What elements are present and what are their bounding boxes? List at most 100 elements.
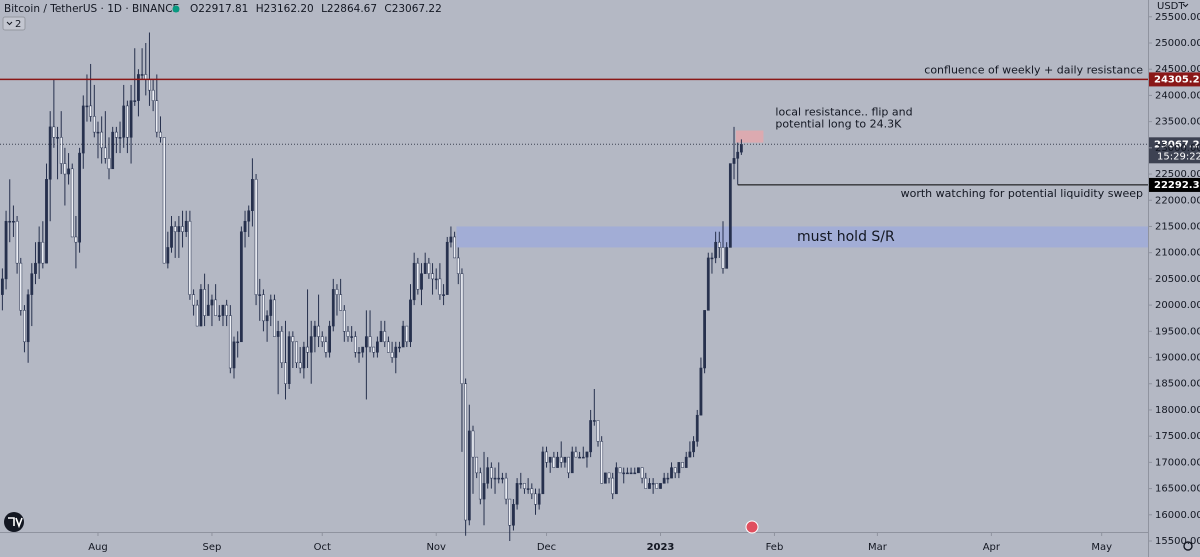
candle-body: [589, 420, 593, 453]
candle-body: [445, 241, 449, 295]
candle-body: [364, 336, 368, 348]
candle-body: [438, 278, 442, 295]
candle-body: [541, 451, 545, 495]
candle-body: [203, 289, 206, 316]
candle-body: [530, 488, 534, 495]
candle-body: [688, 451, 692, 458]
candle-body: [85, 105, 89, 108]
price-label: 24305.25: [1154, 74, 1200, 85]
candle-body: [739, 144, 743, 153]
candle-body: [504, 477, 508, 500]
candle-body: [63, 163, 67, 175]
zone-label: must hold S/R: [797, 229, 895, 245]
x-tick-label: Aug: [88, 542, 108, 553]
candle-body: [206, 304, 210, 316]
candle-body: [309, 336, 313, 353]
candle-body: [280, 331, 284, 364]
candle-body: [721, 247, 725, 269]
candle-body: [585, 451, 589, 458]
candle-body: [221, 304, 225, 316]
candle-body: [670, 467, 673, 479]
candle-body: [368, 336, 372, 348]
indicators-toggle[interactable]: [2, 16, 26, 31]
x-tick-label: Sep: [203, 542, 222, 553]
candle-body: [126, 105, 129, 138]
candle-body: [603, 472, 607, 484]
candle-body: [537, 493, 541, 505]
candle-body: [508, 498, 512, 526]
candle-body: [501, 477, 504, 480]
candle-body: [699, 367, 703, 416]
candle-body: [563, 456, 567, 463]
candle-body: [614, 467, 618, 495]
event-marker[interactable]: [745, 520, 759, 534]
countdown-label: 15:29:22: [1157, 151, 1200, 162]
candle-body: [416, 262, 420, 290]
x-tick-label: Mar: [868, 542, 888, 553]
candle-body: [306, 346, 309, 353]
candle-body: [155, 100, 159, 133]
candle-body: [225, 304, 229, 316]
candle-body: [706, 257, 710, 311]
price-label-bg: [1149, 72, 1200, 87]
candle-body: [648, 483, 651, 489]
candle-body: [269, 299, 273, 316]
candle-body: [622, 472, 626, 475]
candle-body: [243, 220, 247, 232]
y-tick-label: 23000.00: [1155, 143, 1200, 154]
candle-body: [420, 273, 423, 290]
candle-body: [637, 467, 640, 474]
x-tick-label: Dec: [537, 542, 556, 553]
x-tick-label: Feb: [766, 542, 784, 553]
legend-open: O22917.81: [190, 3, 248, 15]
candle-body: [181, 226, 184, 232]
zone-label: local resistance.. flip and: [775, 106, 912, 119]
currency-label[interactable]: USDT: [1157, 1, 1185, 12]
candle-body: [114, 131, 118, 138]
candle-body: [559, 456, 563, 463]
candle-body: [177, 226, 181, 232]
legend-low: L22864.67: [321, 3, 377, 15]
candle-body: [372, 346, 376, 353]
y-tick-label: 16000.00: [1155, 510, 1200, 521]
y-tick-label: 25500.00: [1155, 12, 1200, 23]
candle-body: [265, 315, 269, 322]
candle-body: [45, 179, 48, 264]
level-note: worth watching for potential liquidity s…: [901, 187, 1143, 200]
candle-body: [23, 310, 26, 343]
candle-body: [320, 336, 324, 343]
y-tick-label: 18500.00: [1155, 379, 1200, 390]
candle-body: [78, 152, 81, 243]
y-tick-label: 22500.00: [1155, 169, 1200, 180]
candle-body: [651, 483, 655, 485]
price-label: 22292.37: [1154, 180, 1200, 191]
candle-body: [331, 289, 335, 327]
candle-body: [552, 456, 556, 468]
candle-body: [515, 483, 519, 505]
zones: [456, 130, 1148, 248]
candle-body: [339, 294, 343, 311]
candle-body: [140, 74, 144, 76]
candle-body: [449, 236, 453, 243]
y-tick-label: 24000.00: [1155, 90, 1200, 101]
y-tick-label: 18000.00: [1155, 405, 1200, 416]
candle-body: [434, 278, 438, 281]
candle-body: [173, 226, 177, 232]
y-tick-label: 25000.00: [1155, 38, 1200, 49]
candle-body: [287, 336, 291, 384]
candle-body: [26, 294, 30, 343]
candle-body: [67, 168, 70, 175]
y-tick-label: 24500.00: [1155, 64, 1200, 75]
candle-body: [74, 236, 78, 243]
settings-icon[interactable]: [1183, 541, 1193, 551]
candle-body: [284, 362, 287, 384]
candle-body: [471, 430, 475, 458]
candle-body: [659, 483, 662, 489]
candle-body: [423, 262, 427, 274]
candle-body: [534, 493, 537, 505]
y-tick-label: 20500.00: [1155, 274, 1200, 285]
candle-body: [353, 336, 357, 353]
candle-body: [317, 325, 320, 337]
